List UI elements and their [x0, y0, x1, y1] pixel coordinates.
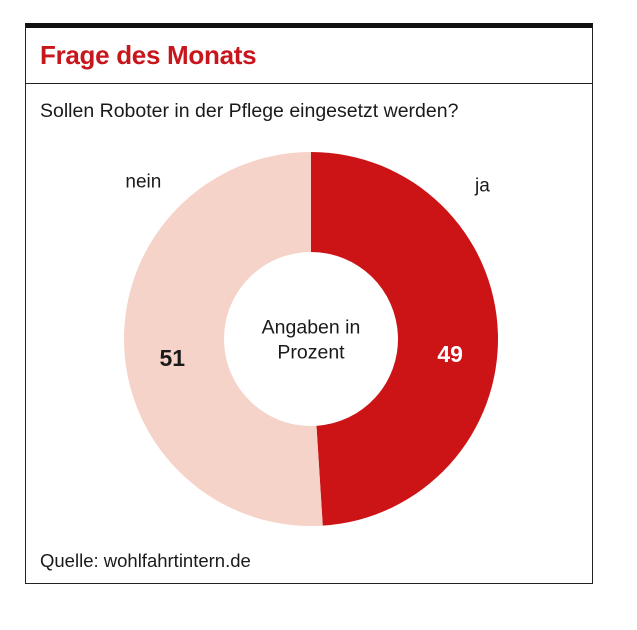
slice-ja [311, 152, 498, 526]
value-label-ja: 49 [437, 341, 463, 367]
slice-nein [123, 152, 323, 526]
title-bar: Frage des Monats [26, 28, 592, 84]
value-label-nein: 51 [159, 345, 185, 371]
category-label-nein: nein [125, 172, 161, 193]
center-label-line-1: Angaben in [262, 317, 361, 339]
chart-title: Frage des Monats [40, 40, 257, 70]
poll-question: Sollen Roboter in der Pflege eingesetzt … [40, 100, 459, 122]
source-note: Quelle: wohlfahrtintern.de [40, 550, 251, 571]
category-label-ja: ja [474, 176, 490, 197]
center-label-line-2: Prozent [277, 342, 345, 364]
